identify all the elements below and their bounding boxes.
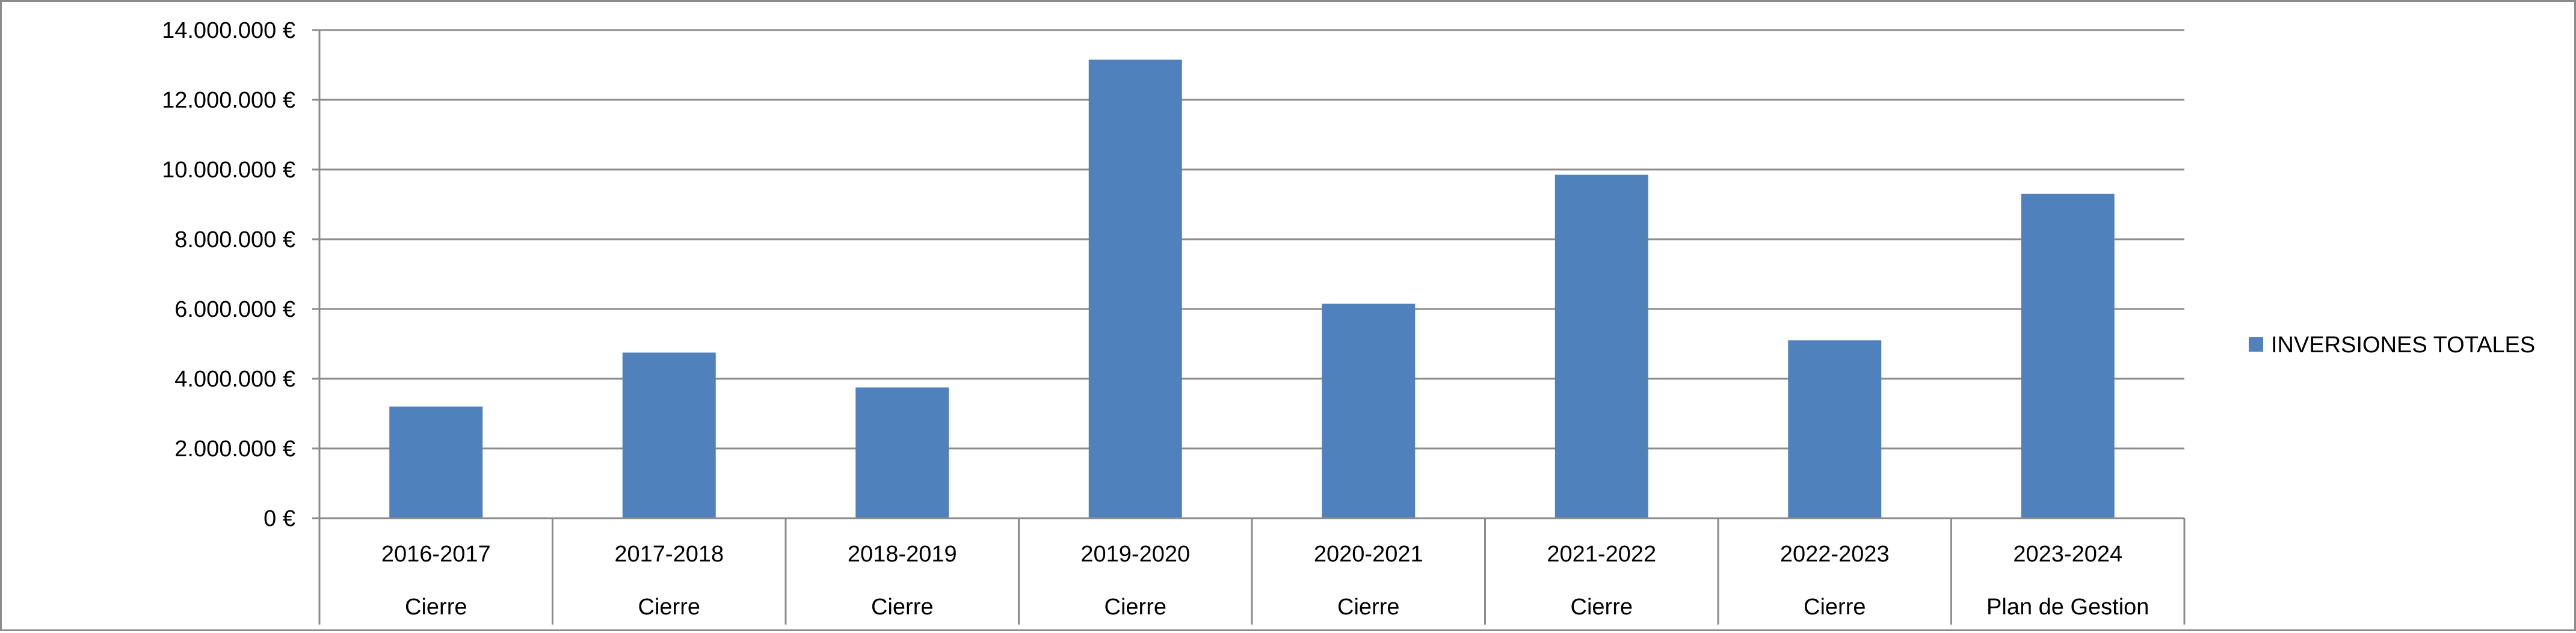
- x-tick-sublabel: Cierre: [405, 595, 467, 620]
- y-tick-label: 10.000.000 €: [162, 157, 295, 183]
- axes: [312, 29, 2186, 625]
- bars: [389, 60, 2115, 519]
- legend-swatch: [2249, 337, 2263, 352]
- y-tick-label: 14.000.000 €: [162, 18, 295, 43]
- x-tick-sublabel: Cierre: [1804, 595, 1866, 620]
- y-tick-label: 2.000.000 €: [174, 436, 295, 462]
- bar: [2021, 194, 2115, 519]
- x-tick-label: 2021-2022: [1547, 542, 1656, 567]
- gridlines: [319, 29, 2184, 450]
- bar: [1788, 340, 1882, 518]
- bar: [1322, 304, 1416, 518]
- x-tick-sublabel: Cierre: [1571, 595, 1633, 620]
- y-tick-label: 8.000.000 €: [174, 227, 295, 252]
- x-tick-labels: 2016-2017 Cierre 2017-2018 Cierre 2018-2019 C…: [381, 542, 2149, 620]
- x-tick-sublabel: Cierre: [638, 595, 700, 620]
- bar: [855, 387, 949, 518]
- x-tick-sublabel: Cierre: [871, 595, 933, 620]
- x-tick-label: 2020-2021: [1314, 542, 1423, 567]
- bar: [1088, 60, 1182, 519]
- x-tick-label: 2019-2020: [1080, 542, 1190, 567]
- y-tick-label: 6.000.000 €: [174, 297, 295, 322]
- bar: [622, 352, 716, 518]
- x-tick-label: 2023-2024: [2013, 542, 2122, 567]
- y-tick-label: 0 €: [263, 506, 295, 531]
- y-tick-label: 12.000.000 €: [162, 88, 295, 113]
- legend-label: INVERSIONES TOTALES: [2271, 332, 2535, 358]
- x-tick-label: 2018-2019: [848, 542, 957, 567]
- x-tick-sublabel: Cierre: [1105, 595, 1166, 620]
- x-tick-label: 2017-2018: [614, 542, 724, 567]
- x-tick-sublabel: Plan de Gestion: [1986, 595, 2149, 620]
- y-tick-labels: 0 € 2.000.000 € 4.000.000 € 6.000.000 € 8.00…: [162, 18, 295, 531]
- x-tick-label: 2022-2023: [1780, 542, 1890, 567]
- y-tick-label: 4.000.000 €: [174, 367, 295, 392]
- bar: [389, 406, 483, 518]
- legend[interactable]: INVERSIONES TOTALES: [2249, 332, 2535, 358]
- x-tick-sublabel: Cierre: [1337, 595, 1399, 620]
- x-tick-label: 2016-2017: [381, 542, 491, 567]
- bar: [1555, 174, 1648, 518]
